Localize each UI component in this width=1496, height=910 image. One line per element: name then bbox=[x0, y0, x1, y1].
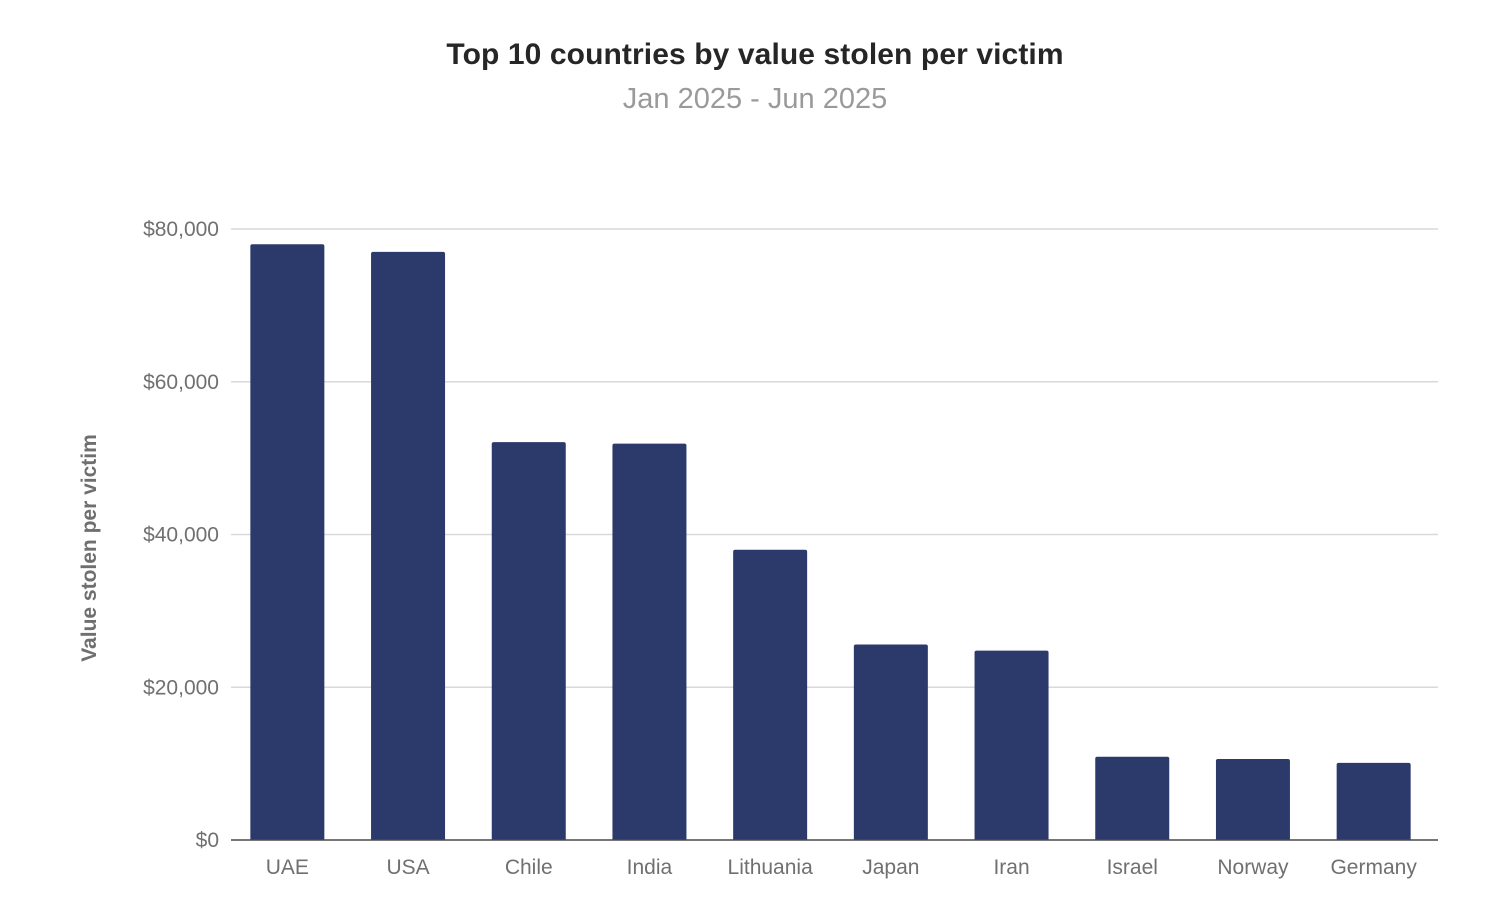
bar-norway bbox=[1215, 759, 1290, 840]
bar-india bbox=[612, 443, 687, 840]
chart-title: Top 10 countries by value stolen per vic… bbox=[446, 38, 1064, 71]
x-axis-ticks: UAE USA Chile India Lithuania Japan Iran Israel… bbox=[266, 856, 1418, 879]
bars bbox=[250, 244, 1411, 841]
bar-japan bbox=[853, 644, 928, 840]
x-tick-label: USA bbox=[386, 856, 429, 879]
y-tick-label: $40,000 bbox=[143, 524, 219, 547]
bar-germany bbox=[1336, 762, 1411, 840]
y-tick-label: $80,000 bbox=[143, 218, 219, 241]
x-tick-label: India bbox=[627, 856, 673, 879]
x-tick-label: Lithuania bbox=[728, 856, 814, 879]
y-tick-label: $60,000 bbox=[143, 371, 219, 394]
bar-israel bbox=[1095, 756, 1170, 840]
y-tick-label: $0 bbox=[196, 829, 219, 852]
bar-iran bbox=[974, 650, 1049, 840]
bar-chile bbox=[491, 442, 566, 840]
bar-lithuania bbox=[733, 549, 808, 840]
y-tick-label: $20,000 bbox=[143, 676, 219, 699]
y-axis-title: Value stolen per victim bbox=[78, 434, 101, 662]
x-tick-label: Israel bbox=[1107, 856, 1158, 879]
x-tick-label: Iran bbox=[993, 856, 1029, 879]
bar-uae bbox=[250, 244, 325, 840]
x-tick-label: Germany bbox=[1330, 856, 1417, 879]
y-axis-ticks: $0 $20,000 $40,000 $60,000 $80,000 bbox=[143, 218, 219, 852]
x-tick-label: Norway bbox=[1217, 856, 1289, 879]
bar-usa bbox=[371, 251, 446, 841]
x-tick-label: UAE bbox=[266, 856, 309, 879]
x-tick-label: Chile bbox=[505, 856, 553, 879]
x-tick-label: Japan bbox=[862, 856, 919, 879]
chart-subtitle: Jan 2025 - Jun 2025 bbox=[622, 83, 888, 115]
